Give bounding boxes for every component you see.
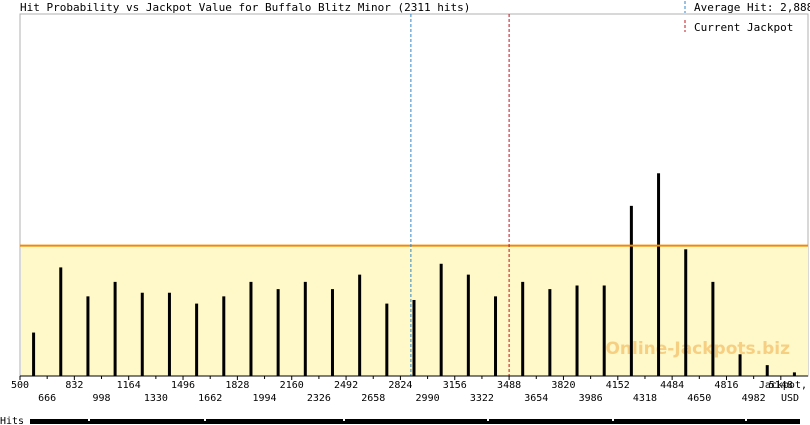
bar [602, 285, 606, 376]
bar [140, 292, 144, 376]
bar [792, 372, 796, 376]
bar [222, 296, 226, 376]
bar [86, 296, 90, 376]
bar [195, 303, 199, 376]
bar [521, 281, 525, 376]
x-tick-label: 2658 [361, 393, 385, 404]
hits-rug-gap [343, 419, 345, 421]
x-tick-label: 2160 [280, 380, 304, 391]
x-tick-label: 2326 [307, 393, 331, 404]
x-tick-label: 666 [38, 393, 56, 404]
x-tick-label: 2824 [388, 380, 412, 391]
bar [330, 289, 334, 376]
x-tick-label: 4650 [687, 393, 711, 404]
legend: Average Hit: 2,888 Current Jackpot [684, 1, 810, 34]
bar [276, 289, 280, 376]
bar [167, 292, 171, 376]
x-tick-label: 3986 [579, 393, 603, 404]
x-axis: 500 832 1164 1496 1828 2160 2492 2824 3156 3488 38… [11, 375, 808, 404]
hits-rug-gap [487, 419, 489, 421]
bar [548, 289, 552, 376]
bar [738, 354, 742, 376]
x-axis-label-line1: Jackpot, [759, 380, 807, 391]
x-tick-label: 3488 [497, 380, 521, 391]
bars-group [32, 173, 796, 376]
x-tick-label: 3820 [551, 380, 575, 391]
x-tick-label: 500 [11, 380, 29, 391]
bar [494, 296, 498, 376]
x-tick-label: 5148 [769, 380, 793, 391]
bar [439, 263, 443, 376]
bar [32, 332, 36, 376]
hits-rug [30, 419, 800, 424]
hits-label: Hits [0, 416, 24, 425]
x-tick-label: 1828 [225, 380, 249, 391]
bar [765, 365, 769, 376]
x-tick-label: 4484 [660, 380, 684, 391]
bar [684, 249, 688, 376]
x-axis-label-line2: USD [781, 393, 799, 404]
bar [249, 281, 253, 376]
x-tick-label: 1994 [253, 393, 277, 404]
bar [385, 303, 389, 376]
x-tick-label: 3322 [470, 393, 494, 404]
x-tick-label: 1164 [117, 380, 141, 391]
x-tick-label: 1330 [144, 393, 168, 404]
bar [412, 299, 416, 376]
x-tick-label: 2990 [416, 393, 440, 404]
hits-rug-gap [612, 419, 614, 421]
watermark-text: Online-Jackpots.biz [605, 339, 790, 359]
hits-rug-gap [745, 419, 747, 421]
bar [575, 285, 579, 376]
x-tick-label: 4982 [742, 393, 766, 404]
x-tick-label: 832 [65, 380, 83, 391]
x-tick-label: 1662 [198, 393, 222, 404]
hits-rug-gap [204, 419, 206, 421]
bar [711, 281, 715, 376]
x-tick-label: 4318 [633, 393, 657, 404]
chart-title: Hit Probability vs Jackpot Value for Buf… [20, 1, 470, 14]
bar [303, 281, 307, 376]
x-tick-label: 2492 [334, 380, 358, 391]
bar [657, 173, 661, 376]
x-tick-label: 3654 [524, 393, 548, 404]
legend-current-label: Current Jackpot [694, 21, 793, 34]
bar [59, 267, 63, 376]
hits-rug-band [30, 419, 800, 424]
bar [113, 281, 117, 376]
hits-rug-gap [88, 419, 90, 421]
bar [466, 274, 470, 376]
x-tick-label: 4152 [606, 380, 630, 391]
legend-average-label: Average Hit: 2,888 [694, 1, 810, 14]
bar [358, 274, 362, 376]
x-tick-label: 4816 [714, 380, 738, 391]
x-tick-label: 998 [92, 393, 110, 404]
x-tick-label: 1496 [171, 380, 195, 391]
bar [629, 205, 633, 376]
x-tick-label: 3156 [443, 380, 467, 391]
